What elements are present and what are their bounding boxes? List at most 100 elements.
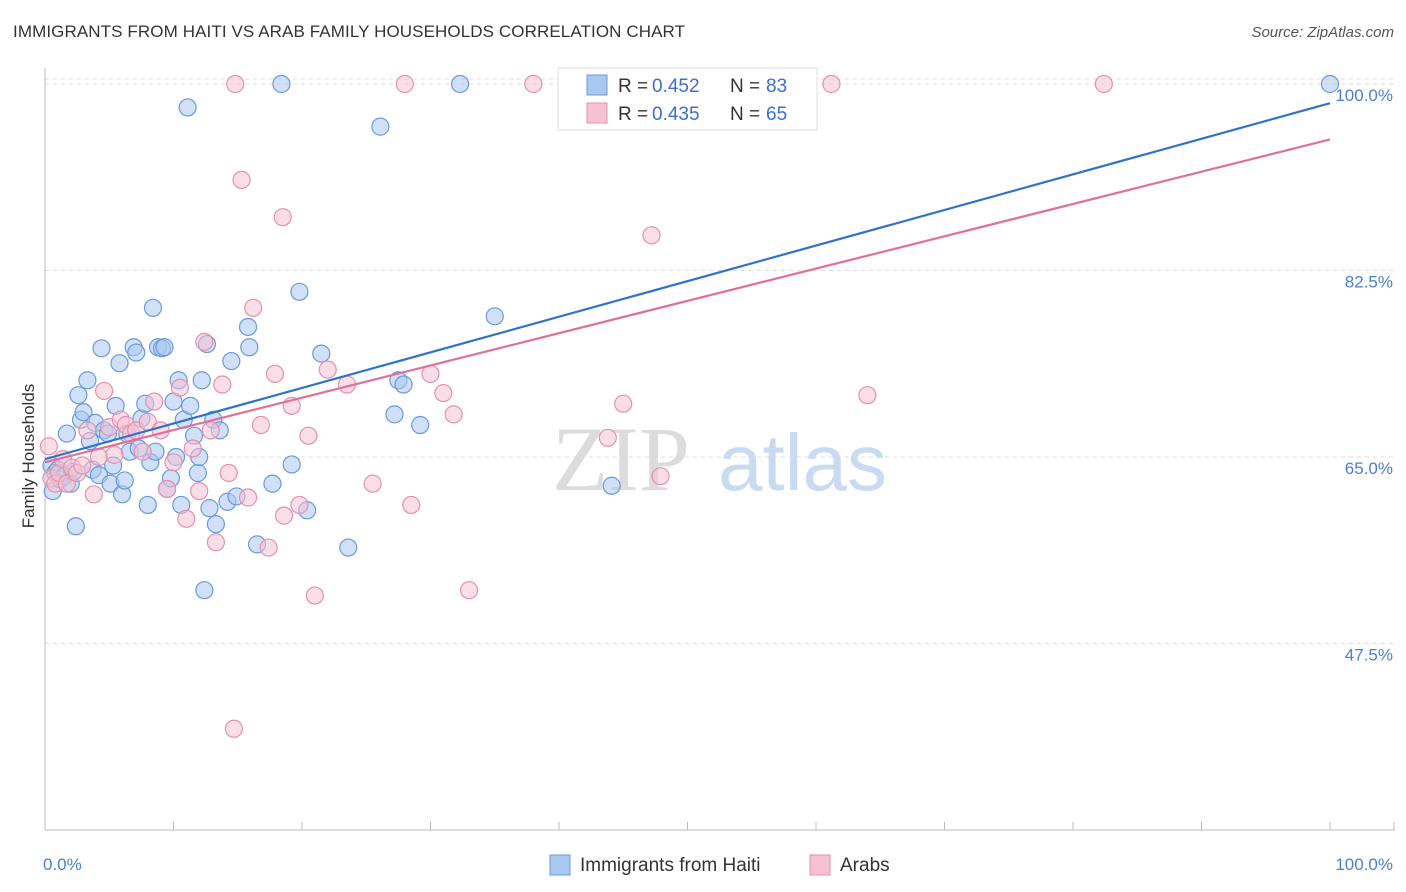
arab-point [219, 463, 238, 483]
y-tick-label: 65.0% [1345, 459, 1393, 478]
arab-point [213, 375, 232, 394]
gridlines [45, 78, 1395, 644]
arab-point [164, 453, 183, 472]
legend-n-value-2: 65 [766, 104, 787, 125]
arab-point [259, 538, 278, 557]
haiti-point [371, 117, 390, 136]
haiti-point [411, 415, 430, 435]
arab-point [614, 394, 633, 413]
arab-point [299, 426, 318, 445]
y-tick-label: 82.5% [1345, 272, 1393, 291]
arab-point [642, 226, 661, 245]
trend-lines [44, 102, 1331, 464]
arab-point [822, 74, 841, 94]
haiti-point [240, 338, 259, 357]
arab-point [133, 442, 152, 461]
y-tick-label: 100.0% [1335, 86, 1393, 105]
arab-point [224, 719, 243, 738]
haiti-point [450, 74, 470, 94]
haiti-point [66, 517, 85, 536]
legend-r-label-1: R = [618, 76, 648, 97]
arab-point [39, 437, 58, 456]
haiti-point [238, 317, 258, 337]
haiti-point [195, 581, 214, 600]
source-label: Source: ZipAtlas.com [1251, 24, 1394, 41]
legend-n-value-1: 83 [766, 76, 787, 97]
haiti-point [69, 386, 88, 405]
arab-point [95, 381, 114, 401]
stats-legend: R = 0.452 N = 83 R = 0.435 N = 65 [557, 67, 818, 131]
haiti-point [143, 298, 163, 317]
haiti-point [394, 375, 413, 394]
legend-r-label-2: R = [618, 104, 648, 125]
haiti-point [290, 282, 309, 301]
arab-point [524, 74, 543, 94]
arab-point [201, 421, 220, 440]
haiti-point [155, 338, 174, 357]
arab-point [177, 509, 196, 528]
haiti-trend-line [44, 102, 1331, 461]
y-axis-label: Family Households [19, 384, 38, 529]
haiti-point [127, 343, 146, 362]
haiti-point [263, 474, 282, 493]
haiti-point [206, 515, 226, 534]
bottom-legend-label-haiti: Immigrants from Haiti [580, 855, 761, 876]
arab-point [244, 298, 263, 317]
arab-point [363, 474, 382, 493]
x-tick-label: 0.0% [43, 855, 82, 874]
haiti-point [272, 74, 291, 94]
arab-point [402, 495, 421, 515]
haiti-point [485, 307, 504, 326]
arab-point [395, 74, 414, 94]
haiti-point [115, 471, 134, 490]
legend-r-value-1: 0.452 [652, 76, 700, 97]
haiti-point [1320, 74, 1340, 94]
arab-point [305, 586, 324, 605]
arab-point [651, 467, 670, 486]
arab-point [73, 456, 92, 475]
arab-point [598, 428, 617, 447]
bottom-legend-label-arabs: Arabs [840, 855, 890, 876]
haiti-point [178, 98, 197, 117]
arab-point [858, 386, 877, 405]
arab-point [274, 506, 294, 525]
arab-point [145, 392, 164, 411]
series-legend: Immigrants from Haiti Arabs [549, 854, 890, 876]
haiti-point [110, 354, 129, 373]
haiti-point [78, 371, 97, 390]
haiti-point [602, 476, 621, 495]
arab-trend-line [44, 138, 1331, 464]
arab-point [265, 364, 285, 383]
arab-point [170, 378, 190, 397]
watermark-atlas: atlas [718, 418, 887, 507]
chart-title: IMMIGRANTS FROM HAITI VS ARAB FAMILY HOU… [13, 22, 686, 41]
x-tick-label: 100.0% [1335, 855, 1393, 874]
haiti-point [312, 344, 331, 363]
haiti-point [282, 455, 301, 474]
bottom-legend-swatch-haiti [549, 854, 571, 876]
arab-point [238, 488, 258, 507]
arab-point [232, 170, 251, 190]
arab-point [459, 581, 479, 600]
legend-n-label-1: N = [730, 76, 760, 97]
arab-point [318, 360, 337, 379]
haiti-point [192, 371, 211, 390]
haiti-point [200, 499, 219, 518]
haiti-point [57, 424, 76, 443]
arab-point [290, 495, 309, 515]
arab-point [183, 439, 202, 458]
haiti-point [222, 351, 241, 371]
haiti-point [74, 403, 93, 422]
bottom-legend-swatch-arabs [809, 854, 831, 876]
x-tick-labels: 0.0% 100.0% [43, 855, 1393, 874]
haiti-point [181, 396, 200, 415]
arab-point [78, 421, 97, 440]
arab-point [251, 415, 270, 435]
arab-point [444, 405, 463, 424]
arab-point [157, 479, 177, 499]
arab-point [273, 208, 292, 227]
arab-point [190, 481, 209, 501]
haiti-point [92, 339, 111, 358]
haiti-point [385, 405, 404, 424]
